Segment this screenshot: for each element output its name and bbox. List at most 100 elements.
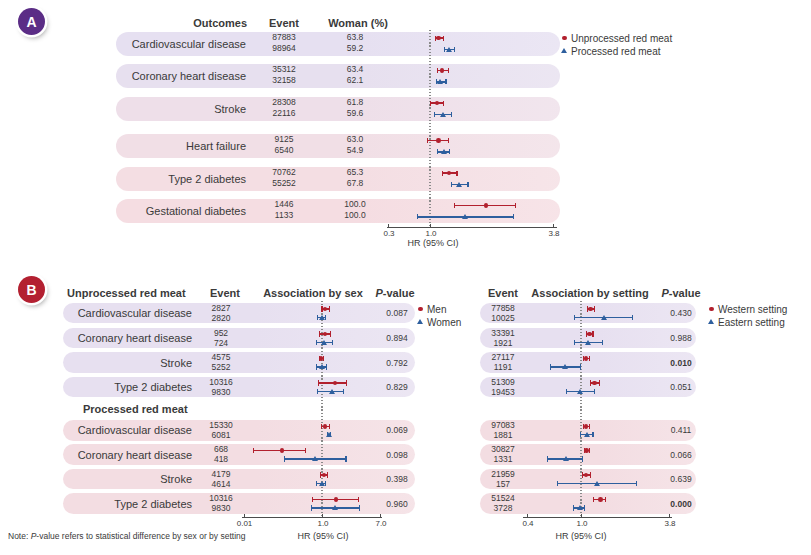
event-value: 98964 [272, 43, 296, 53]
axis-tick [553, 224, 554, 228]
hr-point-triangle-icon [562, 364, 568, 369]
ci-cap [329, 306, 330, 311]
hr-point-triangle-icon [584, 432, 590, 437]
p-value: 0.829 [386, 382, 407, 392]
ci-cap [326, 364, 327, 369]
hr-point-circle-icon [323, 424, 328, 429]
ci-cap [329, 424, 330, 429]
outcome-label: Stroke [118, 103, 246, 115]
hr-point-triangle-icon [462, 214, 468, 219]
axis-label: HR (95% CI) [555, 531, 606, 541]
x-axis [523, 517, 673, 518]
reference-line [580, 301, 581, 517]
ci-cap [325, 315, 326, 320]
axis-tick-label: 1.0 [576, 519, 587, 528]
event-value: 418 [214, 454, 228, 464]
hr-point-circle-icon [436, 138, 441, 143]
hr-point-triangle-icon [585, 340, 591, 345]
event-value: 668 [214, 444, 228, 454]
col-header-event-b-left: Event [210, 287, 240, 299]
event-value: 10316 [209, 493, 233, 503]
panel-b-badge: B [18, 276, 45, 303]
hr-point-triangle-icon [563, 456, 569, 461]
event-value: 27117 [491, 352, 514, 362]
ci-cap [550, 364, 551, 369]
hr-point-circle-icon [334, 497, 339, 502]
ci-cap [582, 472, 583, 477]
outcome-label: Coronary heart disease [68, 449, 192, 461]
outcome-label: Gestational diabetes [118, 205, 246, 217]
ci-cap [557, 481, 558, 486]
woman-percent-value: 63.8 [347, 32, 364, 42]
ci-cap [430, 101, 431, 106]
ci-cap [316, 481, 317, 486]
col-header-event-b-right: Event [488, 287, 518, 299]
legend-circle-icon [418, 307, 423, 312]
woman-percent-value: 63.0 [347, 134, 364, 144]
ci-cap [590, 380, 591, 385]
ci-cap [305, 448, 306, 453]
ci-cap [442, 171, 443, 176]
ci-cap [332, 340, 333, 345]
event-value: 77858 [491, 303, 515, 313]
ci-cap [444, 47, 445, 52]
ci-cap [632, 315, 633, 320]
woman-percent-value: 59.2 [347, 43, 364, 53]
figure-note: Note: P-value refers to statistical diff… [8, 531, 246, 541]
hr-point-triangle-icon [577, 389, 583, 394]
event-value: 1881 [494, 430, 513, 440]
axis-tick-label: 3.8 [664, 519, 675, 528]
axis-tick [388, 224, 389, 228]
hr-point-triangle-icon [319, 481, 325, 486]
x-axis [242, 517, 382, 518]
p-value: 0.411 [671, 425, 692, 435]
event-value: 32158 [272, 75, 296, 85]
hr-point-circle-icon [280, 448, 285, 453]
axis-tick-label: 0.4 [522, 519, 533, 528]
p-value: 0.069 [386, 425, 407, 435]
axis-tick [430, 224, 431, 228]
axis-tick [244, 514, 245, 518]
hr-point-circle-icon [598, 497, 603, 502]
event-value: 30827 [491, 444, 515, 454]
ci-cap [515, 203, 516, 208]
ci-cap [599, 380, 600, 385]
event-value: 35312 [272, 64, 296, 74]
event-value: 51309 [491, 377, 515, 387]
axis-tick-label: 1.0 [425, 228, 436, 237]
ci-cap [311, 505, 312, 510]
outcome-label: Stroke [68, 473, 192, 485]
hr-point-triangle-icon [326, 432, 332, 437]
ci-cap [318, 380, 319, 385]
event-value: 28308 [272, 97, 296, 107]
ci-cap [443, 101, 444, 106]
legend-label: Women [427, 316, 461, 327]
woman-percent-value: 54.9 [347, 145, 364, 155]
legend-label: Western setting [718, 304, 787, 315]
reference-line [429, 30, 430, 227]
ci-cap [443, 36, 444, 41]
legend-label: Men [427, 304, 446, 315]
hr-point-circle-icon [584, 424, 589, 429]
event-value: 1133 [275, 210, 293, 220]
ci-cap [636, 481, 637, 486]
event-value: 97083 [491, 420, 515, 430]
ci-cap [448, 138, 449, 143]
panel-a-badge: A [18, 8, 45, 35]
ci-cap [358, 497, 359, 502]
ci-cap [317, 389, 318, 394]
ci-cap [602, 340, 603, 345]
ci-cap [437, 68, 438, 73]
axis-tick [322, 514, 323, 518]
ci-cap [574, 315, 575, 320]
event-value: 1446 [275, 199, 294, 209]
event-value: 952 [214, 328, 228, 338]
ci-cap [605, 497, 606, 502]
p-value: 0.430 [670, 308, 691, 318]
hr-point-triangle-icon [321, 340, 327, 345]
event-value: 70762 [272, 167, 296, 177]
ci-cap [343, 389, 344, 394]
event-value: 9125 [275, 134, 294, 144]
event-value: 9830 [212, 503, 231, 513]
ci-cap [284, 456, 285, 461]
